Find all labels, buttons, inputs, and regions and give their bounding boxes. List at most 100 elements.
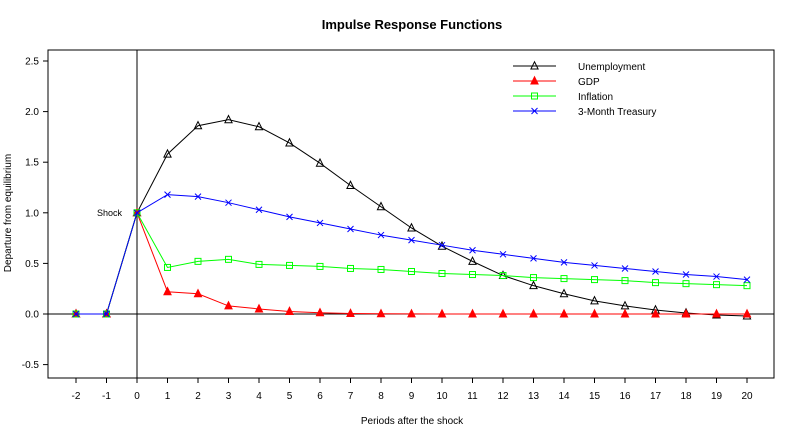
x-tick-label: 4: [256, 391, 262, 402]
y-tick-label: 1.0: [25, 208, 39, 219]
data-point-unemployment: [224, 114, 233, 124]
data-point-3-month-treasury: [225, 199, 232, 207]
data-point-3-month-treasury: [530, 254, 537, 262]
chart-title: Impulse Response Functions: [322, 17, 503, 32]
x-tick-label: 10: [436, 391, 448, 402]
x-tick-label: 13: [528, 391, 540, 402]
data-point-unemployment: [559, 288, 569, 298]
data-point-unemployment: [529, 280, 538, 290]
x-tick-label: 8: [378, 391, 384, 402]
x-tick-label: 1: [165, 391, 171, 402]
y-tick-label: 2.5: [25, 57, 39, 68]
data-point-3-month-treasury: [103, 310, 110, 318]
series-line-unemployment: [76, 119, 748, 317]
x-marker-stroke: [469, 246, 476, 254]
data-point-unemployment: [285, 137, 294, 147]
x-marker-stroke: [560, 259, 568, 266]
x-marker-stroke: [225, 199, 232, 207]
x-marker-stroke: [347, 225, 354, 233]
data-point-3-month-treasury: [316, 219, 324, 227]
data-point-3-month-treasury: [743, 276, 751, 283]
data-point-gdp: [559, 308, 569, 318]
x-marker-stroke: [530, 254, 537, 262]
series-3-month-treasury: [72, 191, 751, 318]
x-tick-label: 11: [467, 391, 478, 402]
data-point-unemployment: [590, 295, 599, 305]
x-marker-stroke: [438, 241, 446, 249]
x-marker-stroke: [499, 250, 507, 258]
data-point-gdp: [437, 308, 447, 318]
plot-frame: [47, 49, 775, 379]
x-tick-label: 16: [619, 391, 631, 402]
x-marker-stroke: [286, 213, 293, 221]
x-marker-stroke: [621, 265, 629, 272]
data-point-gdp: [620, 308, 630, 318]
legend-item-inflation: Inflation: [513, 92, 613, 103]
data-point-gdp: [193, 288, 203, 298]
data-point-inflation: [377, 265, 385, 273]
shock-annotation: Shock: [97, 208, 123, 218]
data-point-3-month-treasury: [499, 250, 507, 258]
legend-label: 3-Month Treasury: [578, 107, 656, 118]
data-point-gdp: [498, 308, 508, 318]
data-point-3-month-treasury: [408, 236, 415, 244]
data-point-gdp: [315, 307, 325, 317]
data-point-unemployment: [376, 201, 386, 211]
x-tick-label: 19: [711, 391, 723, 402]
data-point-3-month-treasury: [164, 191, 171, 198]
data-point-inflation: [164, 263, 171, 271]
data-point-inflation: [225, 255, 232, 263]
data-point-unemployment: [407, 222, 416, 232]
data-point-unemployment: [315, 157, 325, 167]
legend-label: Unemployment: [578, 62, 645, 73]
x-tick-label: -1: [102, 391, 111, 402]
data-point-inflation: [560, 275, 568, 283]
x-marker-stroke: [133, 209, 141, 217]
legend-item-gdp: GDP: [513, 75, 600, 88]
data-point-gdp: [590, 308, 599, 318]
data-point-unemployment: [254, 121, 264, 131]
series-line-inflation: [76, 211, 748, 315]
x-tick-label: 12: [497, 391, 509, 402]
data-point-inflation: [743, 282, 751, 290]
y-tick-label: 0.5: [25, 259, 39, 270]
data-point-3-month-treasury: [133, 209, 141, 217]
data-point-gdp: [254, 303, 264, 313]
legend-label: Inflation: [578, 92, 613, 103]
legend: Unemployment GDP Inflation 3-Month Treasury: [513, 60, 656, 118]
data-point-gdp: [407, 308, 416, 318]
data-point-unemployment: [163, 148, 172, 158]
x-marker-stroke: [531, 107, 538, 115]
data-point-gdp: [376, 308, 386, 318]
y-tick-label: 2.0: [25, 107, 39, 118]
x-tick-label: 6: [317, 391, 323, 402]
x-marker-stroke: [72, 310, 80, 318]
x-marker-stroke: [377, 231, 385, 239]
x-tick-label: 18: [680, 391, 692, 402]
data-point-inflation: [408, 267, 415, 275]
data-point-3-month-treasury: [591, 262, 598, 269]
data-point-3-month-treasury: [347, 225, 354, 233]
data-point-inflation: [530, 274, 537, 282]
series-inflation: [72, 209, 751, 318]
legend-label: GDP: [578, 77, 600, 88]
data-point-gdp: [712, 308, 721, 318]
data-point-inflation: [255, 260, 263, 268]
data-point-3-month-treasury: [713, 273, 720, 280]
series-line-3-month-treasury: [76, 194, 748, 315]
x-tick-label: 5: [287, 391, 293, 402]
data-point-gdp: [651, 308, 660, 318]
data-point-gdp: [529, 308, 538, 318]
legend-marker: [531, 92, 538, 100]
x-marker-stroke: [164, 191, 171, 198]
series-layer: [71, 114, 752, 320]
series-unemployment: [71, 114, 752, 320]
y-tick-label: -0.5: [22, 360, 40, 371]
data-point-3-month-treasury: [255, 206, 263, 214]
data-point-gdp: [224, 300, 233, 310]
y-tick-label: 0.0: [25, 310, 39, 321]
data-point-gdp: [163, 286, 172, 296]
y-tick-label: 1.5: [25, 158, 39, 169]
legend-item-unemployment: Unemployment: [513, 60, 645, 73]
data-point-inflation: [194, 257, 202, 265]
